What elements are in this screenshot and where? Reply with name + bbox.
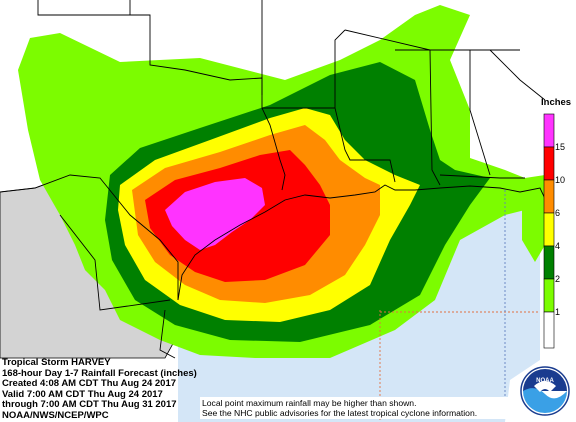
storm-name: Tropical Storm HARVEY — [2, 357, 111, 368]
created-time: Created 4:08 AM CDT Thu Aug 24 2017 — [2, 378, 177, 390]
contour-1-inch-east — [522, 178, 548, 262]
louisiana-texas-border — [261, 107, 286, 191]
legend-label-2: 2 — [555, 274, 561, 284]
disclaimer: Local point maximum rainfall may be high… — [200, 397, 514, 419]
noaa-logo-icon: NOAA — [520, 366, 570, 416]
georgia-florida-border — [439, 174, 525, 179]
noaa-logo-text: NOAA — [536, 378, 554, 384]
forecast-info: Tropical Storm HARVEY 168-hour Day 1-7 R… — [2, 357, 198, 422]
legend-swatch-4 — [543, 212, 555, 247]
legend-label-4: 4 — [555, 241, 561, 251]
texas-oklahoma-border — [37, 0, 263, 95]
legend-swatch-1 — [543, 278, 555, 313]
legend-label-15: 15 — [555, 142, 566, 152]
georgia-carolina-border — [489, 49, 546, 101]
valid-time: Valid 7:00 AM CDT Thu Aug 24 2017 — [2, 388, 163, 400]
gulf-coast — [177, 184, 441, 301]
legend-swatch-0 — [543, 311, 555, 349]
mexico-state-line-2 — [159, 309, 176, 359]
alabama-georgia-border — [469, 50, 491, 176]
source-agency: NOAA/NWS/NCEP/WPC — [2, 409, 109, 421]
disclaimer-line-2: See the NHC public advisories for the la… — [202, 408, 478, 418]
legend-label-6: 6 — [555, 208, 561, 218]
boundaries — [0, 0, 549, 420]
legend-swatch-10 — [543, 146, 555, 181]
legend-swatch-2 — [543, 245, 555, 280]
contour-15-inch — [165, 178, 265, 250]
legend-title: Inches — [541, 97, 572, 108]
legend-label-10: 10 — [555, 175, 566, 185]
rio-grande — [0, 174, 179, 300]
disclaimer-line-1: Local point maximum rainfall may be high… — [202, 398, 417, 408]
through-time: through 7:00 AM CDT Thu Aug 31 2017 — [2, 399, 177, 411]
legend-color-bar — [543, 113, 555, 349]
legend-swatch-15 — [543, 113, 555, 148]
mississippi-alabama-border — [395, 49, 441, 186]
legend-label-1: 1 — [555, 307, 561, 317]
arkansas-border — [261, 0, 346, 109]
louisiana-mississippi-border — [334, 107, 396, 183]
product-title: 168-hour Day 1-7 Rainfall Forecast (inch… — [2, 367, 197, 379]
mexico-state-line — [59, 214, 171, 311]
legend-swatch-6 — [543, 179, 555, 214]
rainfall-contours — [18, 5, 548, 358]
